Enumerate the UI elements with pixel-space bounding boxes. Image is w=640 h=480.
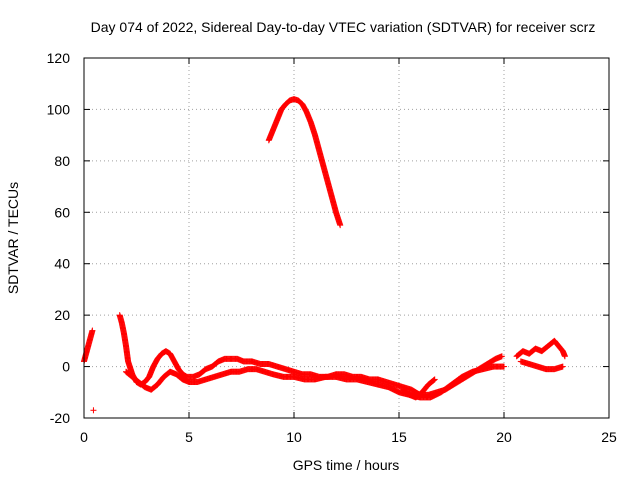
data-point — [430, 377, 437, 384]
y-tick-label: 100 — [47, 101, 71, 117]
data-point — [501, 363, 507, 370]
y-tick-label: 0 — [62, 359, 70, 375]
x-tick-label: 20 — [496, 429, 512, 445]
y-tick-label: 20 — [54, 307, 70, 323]
x-tick-label: 25 — [601, 429, 617, 445]
data-point — [89, 327, 96, 334]
x-tick-label: 5 — [185, 429, 193, 445]
chart-title: Day 074 of 2022, Sidereal Day-to-day VTE… — [91, 19, 596, 35]
data-point — [337, 222, 344, 229]
data-point — [431, 376, 438, 383]
y-tick-label: 40 — [54, 256, 70, 272]
y-tick-label: 60 — [54, 204, 70, 220]
x-tick-label: 15 — [391, 429, 407, 445]
y-tick-label: 80 — [54, 153, 70, 169]
data-point — [90, 407, 97, 414]
data-point — [559, 363, 566, 370]
x-axis-label: GPS time / hours — [293, 457, 400, 473]
x-tick-label: 0 — [80, 429, 88, 445]
y-tick-label: -20 — [50, 410, 70, 426]
y-axis-label: SDTVAR / TECUs — [5, 182, 21, 294]
plot-frame — [83, 57, 610, 419]
data-point — [561, 353, 568, 360]
tick-labels: 0 5 10 15 20 25 -20 0 20 40 60 80 100 120 — [47, 50, 617, 445]
data-point — [431, 376, 438, 383]
axis-ticks — [83, 57, 610, 419]
y-tick-label: 120 — [47, 50, 71, 66]
data-point — [498, 353, 505, 360]
grid — [84, 58, 609, 418]
data-points — [81, 96, 568, 414]
x-tick-label: 10 — [286, 429, 302, 445]
